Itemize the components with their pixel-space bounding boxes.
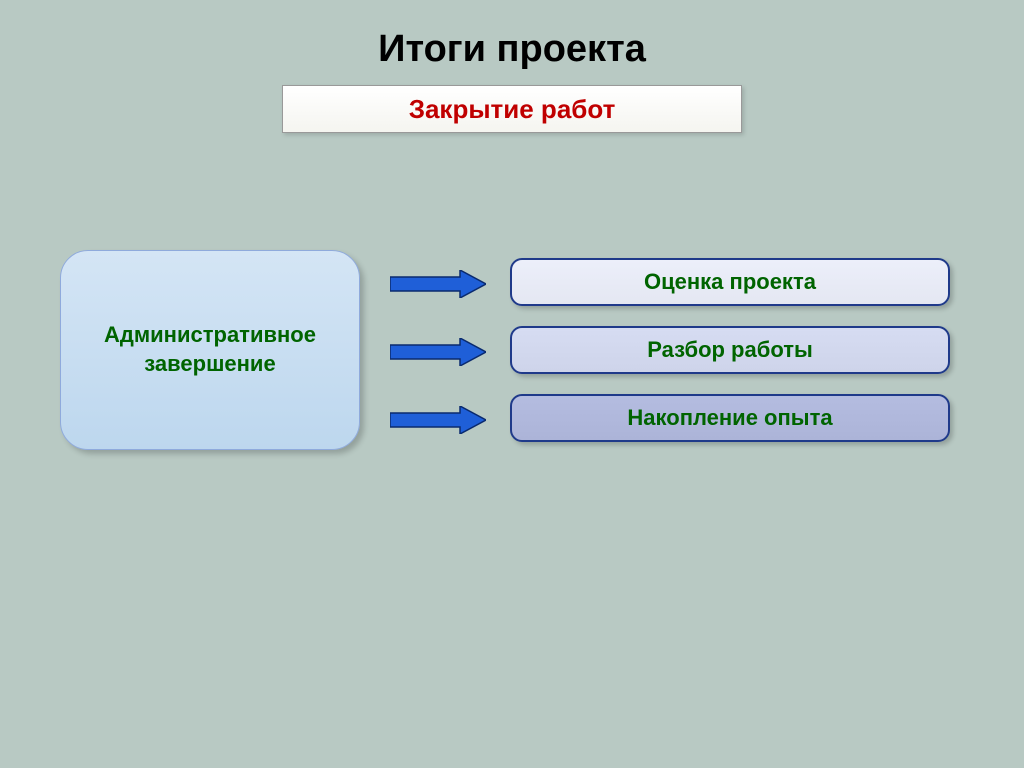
result-node: Накопление опыта — [510, 394, 950, 442]
result-node: Оценка проекта — [510, 258, 950, 306]
result-node-label: Оценка проекта — [644, 269, 816, 295]
result-node-label: Разбор работы — [647, 337, 813, 363]
result-node: Разбор работы — [510, 326, 950, 374]
subtitle-box: Закрытие работ — [282, 85, 742, 133]
main-node-label: Административноезавершение — [104, 321, 316, 378]
subtitle-text: Закрытие работ — [409, 94, 616, 125]
page-title: Итоги проекта — [0, 0, 1024, 71]
main-node: Административноезавершение — [60, 250, 360, 450]
result-node-label: Накопление опыта — [627, 405, 832, 431]
